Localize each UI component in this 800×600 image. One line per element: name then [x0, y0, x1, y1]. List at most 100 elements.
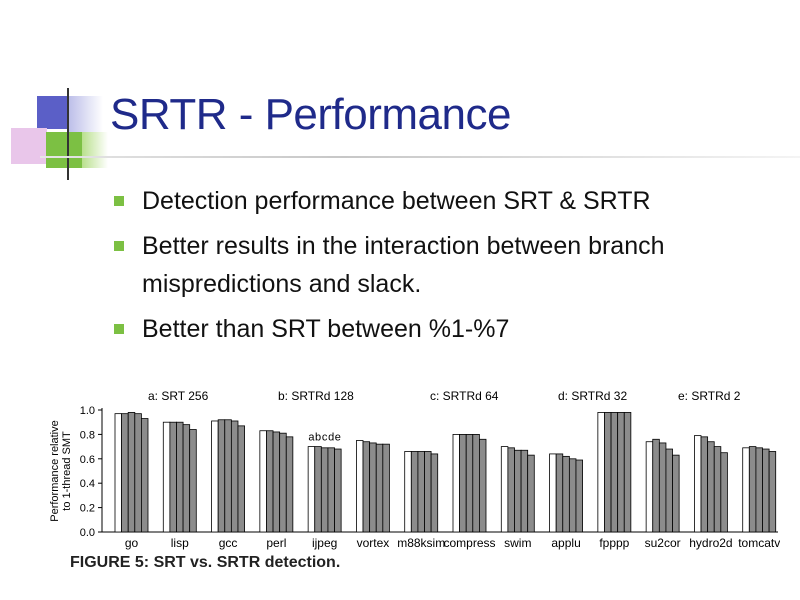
bar-su2cor-b: [652, 438, 660, 533]
y-axis-label-line: to 1-thread SMT: [61, 431, 73, 511]
legend-entry: b: SRTRd 128: [278, 389, 354, 403]
bar-tomcatv-d: [762, 448, 770, 533]
bar-applu-c: [562, 455, 570, 533]
bar-ijpeg-b: [314, 446, 322, 533]
bar-hydro2d-d: [713, 446, 722, 533]
bar-vortex-c: [369, 442, 377, 533]
x-category-label: gcc: [219, 536, 238, 550]
x-category-label: tomcatv: [738, 536, 780, 550]
bar-gcc-b: [217, 419, 226, 533]
bar-m88ksim-c: [417, 451, 425, 533]
bar-applu-a: [549, 453, 557, 533]
bar-ijpeg-d: [327, 447, 335, 533]
x-category-label: m88ksim: [397, 536, 445, 550]
bar-fpppp-a: [597, 412, 605, 533]
x-category-label: fpppp: [599, 536, 629, 550]
bar-gcc-a: [211, 420, 219, 533]
y-tick-label: 0.8: [80, 429, 95, 441]
bar-perl-c: [272, 431, 281, 533]
bar-tomcatv-a: [742, 447, 750, 533]
bar-su2cor-d: [665, 448, 673, 533]
bar-hydro2d-e: [720, 452, 728, 533]
x-category-label: swim: [504, 536, 531, 550]
bar-fpppp-b: [604, 412, 612, 533]
bar-perl-a: [259, 430, 267, 533]
bar-swim-b: [507, 447, 515, 533]
bullet-item: Better than SRT between %1-%7: [112, 310, 762, 348]
bar-vortex-b: [362, 441, 371, 533]
bullet-text: Better than SRT between %1-%7: [142, 315, 510, 343]
x-category-label: ijpeg: [312, 536, 337, 550]
title-decoration-line: [67, 88, 69, 180]
bar-compress-e: [478, 438, 487, 533]
x-category-label: compress: [443, 536, 495, 550]
legend-entry: a: SRT 256: [148, 389, 209, 403]
bar-su2cor-a: [645, 441, 654, 533]
bullet-item: Better results in the interaction betwee…: [112, 227, 762, 303]
bar-su2cor-c: [658, 442, 667, 533]
x-category-label: su2cor: [645, 536, 681, 550]
figure-caption: FIGURE 5: SRT vs. SRTR detection.: [70, 554, 341, 571]
legend-entry: e: SRTRd 2: [678, 389, 741, 403]
bar-perl-e: [285, 436, 294, 533]
title-underline: [40, 156, 800, 158]
bar-m88ksim-a: [404, 451, 412, 533]
bar-m88ksim-d: [424, 451, 432, 533]
bar-swim-d: [520, 449, 529, 533]
bar-perl-b: [266, 430, 274, 533]
bullet-list: Detection performance between SRT & SRTR…: [112, 182, 762, 355]
bar-applu-e: [575, 459, 583, 533]
bar-go-c: [127, 412, 136, 533]
bar-fpppp-e: [623, 412, 632, 533]
title-decoration-square: [11, 128, 47, 164]
bar-su2cor-e: [672, 454, 680, 533]
bar-gcc-d: [230, 420, 239, 533]
slide-title: SRTR - Performance: [110, 90, 511, 139]
title-decoration-square: [82, 132, 108, 168]
bar-m88ksim-e: [430, 453, 439, 533]
title-decoration-square: [37, 96, 67, 129]
bar-vortex-d: [375, 443, 384, 533]
bar-vortex-e: [382, 443, 390, 533]
bar-applu-b: [555, 453, 564, 533]
bar-ijpeg-a: [307, 446, 316, 533]
legend-entry: d: SRTRd 32: [558, 389, 627, 403]
bar-hydro2d-b: [700, 436, 709, 533]
bullet-text: Detection performance between SRT & SRTR: [142, 187, 651, 215]
bar-go-b: [121, 413, 129, 533]
bar-lisp-d: [182, 424, 191, 533]
bar-lisp-a: [162, 421, 171, 533]
x-category-label: vortex: [357, 536, 390, 550]
bullet-square-icon: [114, 196, 124, 206]
y-tick-label: 0.4: [80, 478, 95, 490]
y-tick-label: 1.0: [80, 405, 95, 417]
bar-swim-e: [527, 454, 535, 533]
bullet-square-icon: [114, 241, 124, 251]
bar-perl-d: [279, 432, 287, 533]
y-axis-label-line: Performance relative: [49, 420, 61, 522]
y-tick-label: 0.2: [80, 503, 95, 515]
title-decoration-square: [46, 132, 82, 168]
bar-hydro2d-c: [707, 441, 715, 533]
bar-gcc-c: [224, 419, 232, 533]
bar-ijpeg-c: [320, 447, 329, 533]
bar-swim-a: [500, 446, 509, 533]
bar-compress-d: [472, 434, 480, 533]
bar-applu-d: [568, 458, 577, 533]
y-tick-label: 0.6: [80, 454, 95, 466]
bar-compress-a: [452, 434, 460, 533]
bullet-square-icon: [114, 324, 124, 334]
legend-entry: c: SRTRd 64: [430, 389, 499, 403]
bar-tomcatv-c: [755, 447, 763, 533]
y-tick-label: 0.0: [80, 527, 95, 539]
bullet-text: Better results in the interaction betwee…: [142, 232, 665, 298]
bar-compress-b: [459, 434, 467, 533]
bar-swim-c: [514, 449, 522, 533]
bar-hydro2d-a: [694, 435, 702, 533]
bar-go-a: [114, 413, 122, 533]
bar-lisp-c: [176, 421, 184, 533]
bar-compress-c: [465, 434, 474, 533]
bar-tomcatv-e: [768, 451, 777, 533]
bar-fpppp-c: [610, 412, 619, 533]
